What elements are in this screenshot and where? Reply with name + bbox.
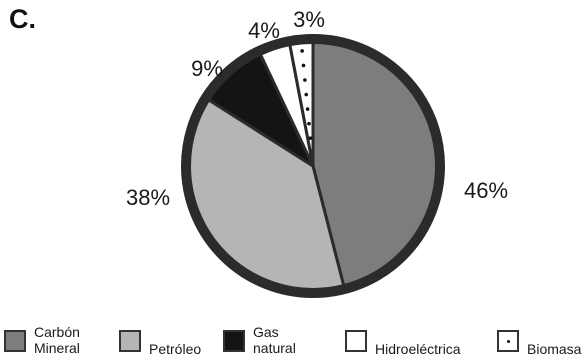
slice-value-label-0: 46% [464,178,508,203]
legend-label-0: Carbón Mineral [34,324,80,356]
legend-swatch-0 [4,330,26,352]
legend-swatch-2 [223,330,245,352]
slice-value-label-2: 9% [191,56,223,81]
legend-swatch-3 [345,330,367,352]
biomasa-dot-pattern [300,49,304,53]
biomasa-dot-pattern [308,136,313,140]
slice-value-label-3: 4% [248,18,280,43]
biomasa-dot-pattern [303,78,307,82]
legend-label-line: Biomasa [527,341,582,357]
pie-outline [181,34,445,298]
legend-dot-icon [507,340,510,343]
biomasa-dot-pattern [305,107,310,111]
legend-swatch-1 [119,330,141,352]
legend-label-2: Gas natural [253,324,296,356]
legend-label-4: Biomasa [527,341,581,357]
slice-value-label-4: 3% [293,7,325,32]
legend-label-line: Carbón [34,324,80,340]
slice-value-label-1: 38% [126,185,170,210]
legend-swatch-4 [497,330,519,352]
biomasa-dot-pattern [304,92,309,97]
legend-label-line: Hidroeléctrica [375,341,461,357]
legend-label-line: Gas [253,324,279,340]
legend-label-3: Hidroeléctrica [375,341,461,357]
biomasa-dot-pattern [301,63,306,68]
pie-chart: 46% 38% 9% 4% 3% [126,7,508,298]
biomasa-dot-pattern [307,121,311,126]
legend-label-line: Petróleo [149,341,202,357]
legend-label-line: natural [253,340,296,356]
legend-label-line: Mineral [34,340,80,356]
legend-label-1: Petróleo [149,341,201,357]
panel-label: C. [9,4,36,34]
